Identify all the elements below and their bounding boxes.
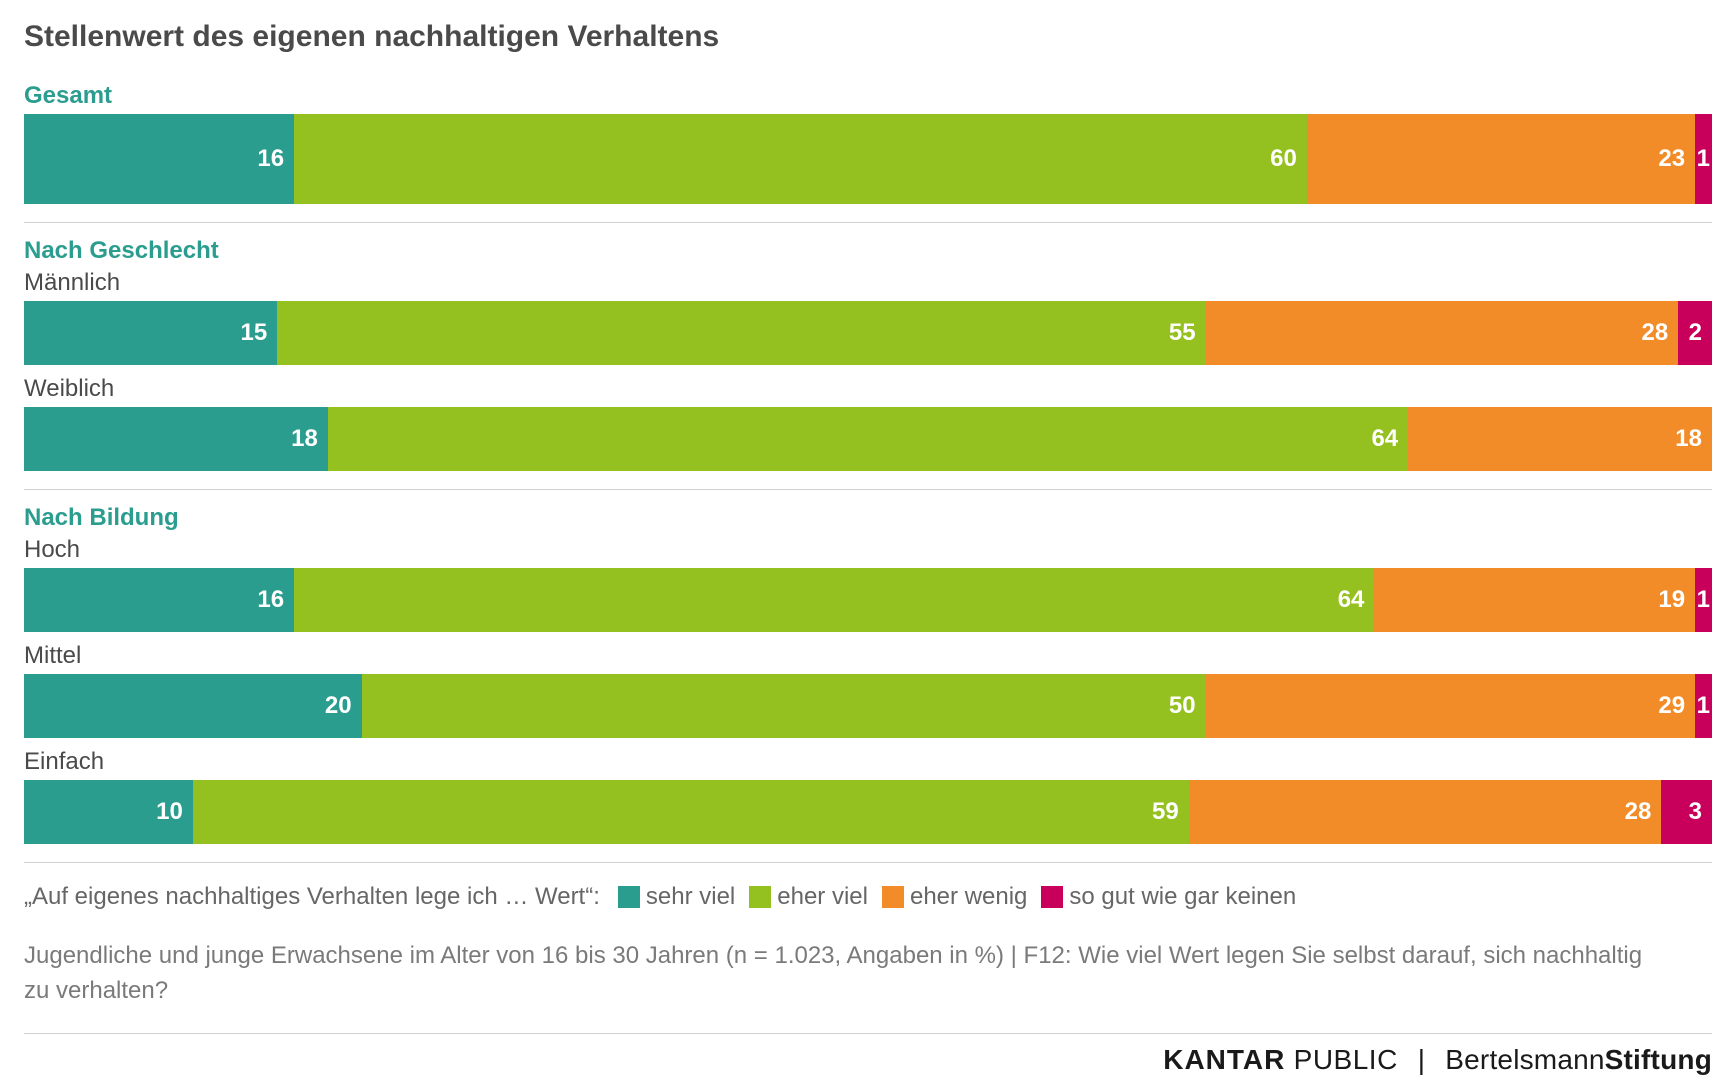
section-heading: Nach Geschlecht [24,237,1712,265]
bar-segment: 29 [1206,674,1696,738]
bar-segment: 19 [1374,568,1695,632]
bar-segment: 1 [1695,114,1712,204]
section-heading: Gesamt [24,82,1712,110]
bar-segment: 3 [1661,780,1712,844]
row-label: Männlich [24,269,1712,297]
bar-segment: 28 [1189,780,1662,844]
credits: KANTAR PUBLIC | BertelsmannStiftung [24,1044,1712,1076]
bar-segment: 1 [1695,674,1712,738]
legend-intro: „Auf eigenes nachhaltiges Verhalten lege… [24,883,600,911]
bar-segment: 23 [1307,114,1695,204]
section-divider [24,862,1712,863]
section: Gesamt 1660231 [24,82,1712,204]
stacked-bar: 2050291 [24,674,1712,738]
legend-label: so gut wie gar keinen [1069,883,1296,911]
legend: „Auf eigenes nachhaltiges Verhalten lege… [24,883,1712,911]
footnote: Jugendliche und junge Erwachsene im Alte… [24,939,1664,1009]
bar-segment: 18 [1408,407,1712,471]
section: Nach BildungHoch1664191Mittel2050291Einf… [24,504,1712,844]
bar-segment: 16 [24,114,294,204]
credits-separator: | [1418,1044,1425,1075]
bar-segment: 10 [24,780,193,844]
section: Nach Geschlecht Männlich 1555282 Weiblich 18… [24,237,1712,471]
swatch-icon [618,886,640,908]
section-divider [24,489,1712,490]
bar-segment: 16 [24,568,294,632]
kantar-logo-bold: KANTAR [1163,1044,1285,1075]
bertelsmann-logo-bold: Stiftung [1605,1044,1712,1075]
stacked-bar: 1660231 [24,114,1712,204]
swatch-icon [1041,886,1063,908]
section-divider [24,222,1712,223]
bar-segment: 18 [24,407,328,471]
bar-segment: 50 [362,674,1206,738]
legend-item-sehr-viel: sehr viel [618,883,735,911]
bar-segment: 28 [1206,301,1679,365]
bar-segment: 1 [1695,568,1712,632]
bar-segment: 55 [277,301,1205,365]
row-label: Hoch [24,536,1712,564]
legend-label: eher viel [777,883,868,911]
legend-label: sehr viel [646,883,735,911]
swatch-icon [749,886,771,908]
row-label: Einfach [24,748,1712,776]
bar-segment: 64 [328,407,1408,471]
bar-segment: 2 [1678,301,1712,365]
kantar-logo-light: PUBLIC [1285,1044,1397,1075]
row-label: Mittel [24,642,1712,670]
bar-segment: 20 [24,674,362,738]
stacked-bar: 1059283 [24,780,1712,844]
legend-item-gar-keinen: so gut wie gar keinen [1041,883,1296,911]
legend-item-eher-wenig: eher wenig [882,883,1027,911]
stacked-bar: 186418 [24,407,1712,471]
stacked-bar: 1664191 [24,568,1712,632]
legend-item-eher-viel: eher viel [749,883,868,911]
bar-segment: 59 [193,780,1189,844]
legend-label: eher wenig [910,883,1027,911]
swatch-icon [882,886,904,908]
stacked-bar: 1555282 [24,301,1712,365]
section-heading: Nach Bildung [24,504,1712,532]
row-label: Weiblich [24,375,1712,403]
bertelsmann-logo-light: Bertelsmann [1445,1044,1604,1075]
chart-title: Stellenwert des eigenen nachhaltigen Ver… [24,20,1712,54]
bar-segment: 15 [24,301,277,365]
bar-segment: 64 [294,568,1374,632]
footer-divider [24,1033,1712,1034]
bar-segment: 60 [294,114,1307,204]
